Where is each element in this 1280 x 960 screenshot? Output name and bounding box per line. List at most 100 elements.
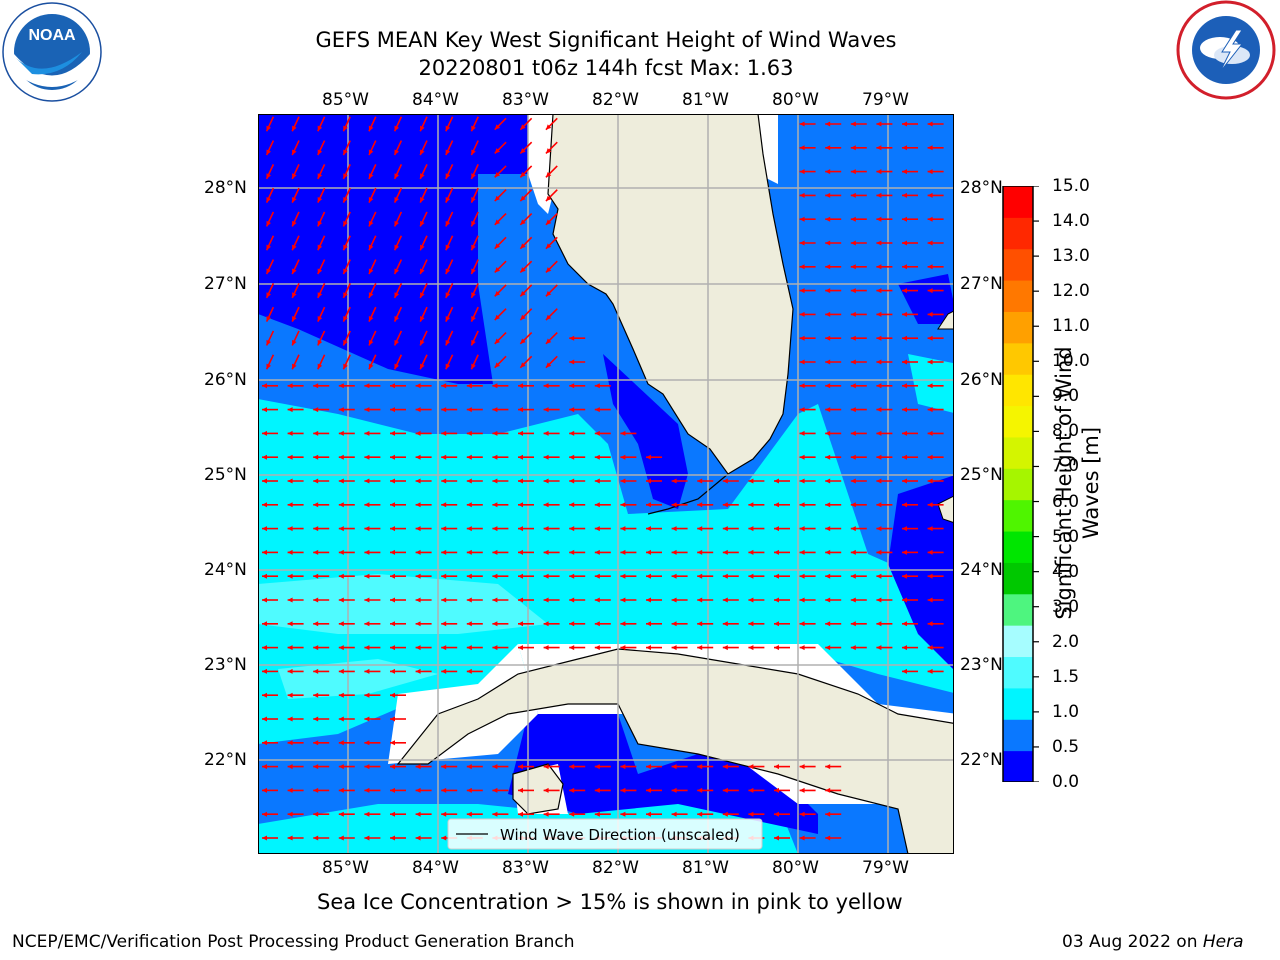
wave-arrow-head	[368, 268, 374, 275]
map-legend: Wind Wave Direction (unscaled)	[447, 818, 763, 850]
wave-arrow-head	[825, 787, 831, 793]
wave-arrow-head	[850, 502, 856, 508]
wave-arrow-head	[492, 478, 498, 484]
wave-arrow-head	[262, 716, 267, 722]
wave-arrow-head	[420, 316, 425, 322]
wave-arrow-head	[317, 149, 323, 156]
wave-arrow-head	[343, 125, 348, 132]
wave-arrow-head	[697, 502, 703, 508]
wave-arrow-head	[594, 407, 600, 413]
wave-arrow-head	[902, 240, 907, 246]
wave-arrow-head	[825, 240, 831, 246]
wave-arrow-head	[825, 526, 831, 532]
wave-arrow-head	[262, 597, 267, 603]
wave-field-1.0-1.5	[258, 399, 954, 744]
wave-arrow-head	[313, 716, 319, 722]
wave-arrow-head	[466, 454, 472, 460]
wave-arrow-head	[415, 835, 421, 841]
wave-arrow-head	[774, 645, 779, 651]
wave-arrow-head	[594, 787, 600, 793]
wave-arrow-head	[697, 549, 703, 555]
wave-arrow-head	[545, 314, 552, 321]
wave-arrow-head	[338, 621, 344, 627]
wave-arrow-head	[441, 811, 447, 817]
wave-arrow-head	[287, 502, 293, 508]
wave-arrow-head	[697, 645, 703, 651]
wave-arrow-head	[518, 478, 523, 484]
wave-arrow-head	[825, 121, 831, 127]
wave-arrow-head	[420, 339, 425, 346]
wave-arrow-head	[343, 197, 348, 203]
colorbar	[1002, 186, 1039, 782]
wave-arrow-head	[445, 339, 451, 346]
wave-arrow-head	[466, 811, 472, 817]
lon-label-top: 82°W	[592, 90, 639, 110]
colorbar-tick-label: 2.0	[1052, 631, 1080, 652]
wave-arrow-head	[420, 125, 425, 132]
wave-arrow-head	[902, 430, 907, 436]
wave-arrow-head	[338, 478, 344, 484]
wave-arrow-head	[825, 264, 831, 270]
wave-arrow-head	[518, 549, 523, 555]
colorbar-tick-label: 15.0	[1052, 176, 1090, 196]
isla-de-la-juventud	[512, 763, 564, 815]
wave-arrow-head	[266, 363, 271, 370]
wave-arrow-head	[543, 573, 549, 579]
wave-arrow-head	[415, 502, 421, 508]
wave-arrow-head	[494, 219, 501, 225]
wave-arrow-head	[850, 526, 856, 532]
wave-arrow-head	[338, 716, 344, 722]
wave-arrow-head	[569, 597, 575, 603]
colorbar-tick-label: 12.0	[1052, 281, 1090, 302]
wave-arrow-head	[927, 216, 933, 222]
wave-arrow-head	[292, 173, 297, 179]
wave-arrow-head	[850, 311, 856, 317]
wave-arrow-head	[390, 430, 395, 436]
wave-arrow-head	[415, 454, 421, 460]
wave-arrow-head	[287, 597, 293, 603]
wave-arrow-head	[492, 573, 498, 579]
colorbar-segment	[1003, 625, 1033, 658]
wave-arrow-head	[287, 383, 293, 389]
wave-arrow-head	[317, 197, 323, 203]
wave-arrow-head	[287, 716, 293, 722]
chart-title-line2: 20220801 t06z 144h fcst Max: 1.63	[418, 56, 794, 80]
cuba-land	[396, 648, 954, 854]
wave-arrow-head	[492, 526, 498, 532]
wave-arrow-head	[343, 292, 348, 298]
wave-arrow-head	[927, 621, 933, 627]
wave-arrow-head	[466, 787, 472, 793]
wave-arrow-head	[569, 573, 575, 579]
wave-arrow-head	[313, 835, 319, 841]
wave-arrow-head	[774, 502, 779, 508]
wave-arrow-head	[569, 407, 575, 413]
wave-arrow-head	[492, 454, 498, 460]
wave-arrow-head	[415, 478, 421, 484]
wave-arrow-head	[748, 502, 754, 508]
wave-arrow-head	[287, 835, 293, 841]
wave-arrow-head	[876, 359, 882, 365]
wave-arrow-head	[364, 621, 370, 627]
wave-arrow-head	[594, 526, 600, 532]
wave-arrow-head	[518, 764, 523, 770]
wave-height-map: Wind Wave Direction (unscaled)	[258, 114, 954, 854]
wave-arrow-head	[415, 597, 421, 603]
gridlines	[258, 114, 954, 854]
wave-field-1.5-2.0-b	[278, 659, 438, 699]
wave-arrow-head	[445, 149, 451, 156]
wave-arrow-head	[902, 668, 907, 674]
wave-arrow-head	[287, 787, 293, 793]
lat-label-left: 24°N	[204, 560, 247, 580]
wave-arrow-head	[799, 764, 805, 770]
wave-arrow-head	[518, 526, 523, 532]
wave-arrow-head	[466, 645, 472, 651]
wave-arrow-head	[799, 526, 805, 532]
colorbar-tick-label: 0.0	[1052, 772, 1080, 792]
lon-label-bottom: 84°W	[412, 858, 459, 878]
wave-arrow-head	[594, 811, 600, 817]
wave-arrow-head	[927, 145, 933, 151]
wave-arrow-head	[825, 811, 831, 817]
footer-date: 03 Aug 2022 on Hera	[1062, 932, 1244, 952]
wave-arrow-head	[825, 407, 831, 413]
lon-label-bottom: 83°W	[502, 858, 549, 878]
